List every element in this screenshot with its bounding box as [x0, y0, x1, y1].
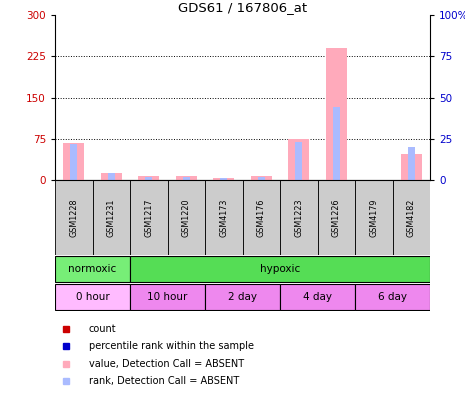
Text: value, Detection Call = ABSENT: value, Detection Call = ABSENT: [89, 359, 244, 369]
Text: hypoxic: hypoxic: [260, 264, 300, 274]
Bar: [63, 143, 84, 180]
Bar: [213, 178, 234, 180]
Bar: [183, 177, 190, 180]
Text: 10 hour: 10 hour: [147, 292, 188, 302]
Text: GSM4182: GSM4182: [407, 198, 416, 237]
Bar: [251, 175, 272, 180]
Text: 6 day: 6 day: [378, 292, 407, 302]
Bar: [355, 180, 392, 255]
Bar: [130, 256, 430, 282]
Text: GSM4176: GSM4176: [257, 198, 266, 237]
Text: rank, Detection Call = ABSENT: rank, Detection Call = ABSENT: [89, 376, 239, 386]
Bar: [408, 147, 415, 180]
Bar: [326, 48, 346, 180]
Bar: [55, 284, 130, 310]
Bar: [355, 284, 430, 310]
Bar: [280, 284, 355, 310]
Bar: [146, 177, 152, 180]
Bar: [130, 180, 167, 255]
Bar: [130, 284, 205, 310]
Bar: [220, 178, 227, 180]
Bar: [280, 180, 318, 255]
Text: GSM4173: GSM4173: [219, 198, 228, 237]
Bar: [176, 176, 197, 180]
Bar: [205, 180, 243, 255]
Text: 2 day: 2 day: [228, 292, 257, 302]
Bar: [401, 154, 422, 180]
Bar: [295, 142, 302, 180]
Text: GSM1231: GSM1231: [107, 198, 116, 237]
Bar: [318, 180, 355, 255]
Bar: [243, 180, 280, 255]
Text: GSM1223: GSM1223: [294, 198, 303, 237]
Bar: [333, 107, 339, 180]
Bar: [288, 139, 309, 180]
Bar: [258, 177, 265, 180]
Bar: [392, 180, 430, 255]
Text: 0 hour: 0 hour: [76, 292, 109, 302]
Title: GDS61 / 167806_at: GDS61 / 167806_at: [178, 1, 307, 14]
Bar: [55, 180, 93, 255]
Text: GSM1228: GSM1228: [69, 198, 78, 237]
Text: GSM1226: GSM1226: [332, 198, 341, 237]
Bar: [93, 180, 130, 255]
Bar: [167, 180, 205, 255]
Text: normoxic: normoxic: [68, 264, 117, 274]
Text: percentile rank within the sample: percentile rank within the sample: [89, 341, 254, 351]
Text: GSM4179: GSM4179: [369, 198, 378, 237]
Bar: [139, 175, 159, 180]
Bar: [70, 144, 77, 180]
Bar: [55, 256, 130, 282]
Text: count: count: [89, 324, 116, 333]
Bar: [108, 173, 115, 180]
Text: 4 day: 4 day: [303, 292, 332, 302]
Text: GSM1220: GSM1220: [182, 198, 191, 237]
Bar: [205, 284, 280, 310]
Bar: [101, 173, 121, 180]
Text: GSM1217: GSM1217: [144, 198, 153, 237]
